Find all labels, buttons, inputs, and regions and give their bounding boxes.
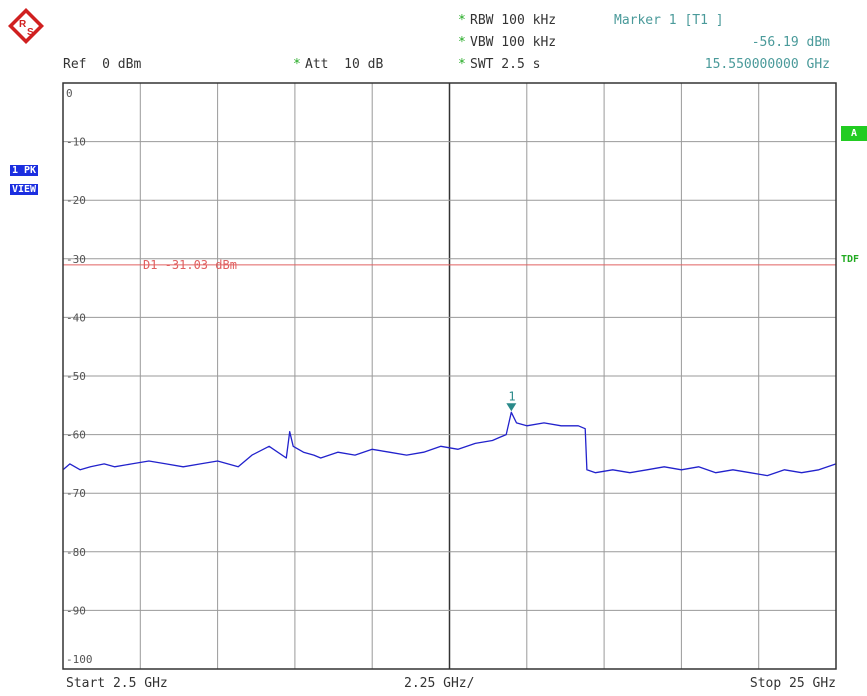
trace-1 bbox=[62, 411, 837, 477]
display-line-label: D1 -31.03 dBm bbox=[143, 258, 237, 272]
screen-a-indicator: A bbox=[841, 126, 867, 141]
y-tick-labels: 0 -10 -20 -30 -40 -50 -60 -70 -80 -90 -100 bbox=[66, 87, 93, 666]
y-tick-label: -90 bbox=[66, 604, 86, 617]
marker-triangle bbox=[506, 403, 517, 412]
y-tick-label: -60 bbox=[66, 429, 86, 442]
marker-title: Marker 1 [T1 ] bbox=[614, 13, 724, 28]
marker-frequency: 15.550000000 GHz bbox=[704, 57, 830, 72]
start-frequency: Start 2.5 GHz bbox=[66, 676, 168, 691]
vbw-star-icon: * bbox=[458, 35, 466, 50]
swt-label: SWT 2.5 s bbox=[470, 57, 541, 72]
y-tick-label: -30 bbox=[66, 253, 86, 266]
plot-frame bbox=[62, 82, 837, 670]
tdf-indicator: TDF bbox=[841, 254, 860, 265]
marker-1: 1 bbox=[506, 389, 517, 412]
att-label: Att 10 dB bbox=[305, 57, 384, 72]
ref-level-label: Ref 0 dBm bbox=[63, 57, 142, 72]
rbw-label: RBW 100 kHz bbox=[470, 13, 557, 28]
rbw-star-icon: * bbox=[458, 13, 466, 28]
stop-frequency: Stop 25 GHz bbox=[749, 676, 836, 691]
y-tick-label: -100 bbox=[66, 653, 93, 666]
y-tick-label: -70 bbox=[66, 487, 86, 500]
y-tick-label: -40 bbox=[66, 311, 86, 324]
svg-text:S: S bbox=[27, 27, 34, 38]
vbw-label: VBW 100 kHz bbox=[470, 35, 557, 50]
y-tick-label: -20 bbox=[66, 194, 86, 207]
display-line: D1 -31.03 dBm bbox=[63, 258, 836, 272]
trace-mode-badge: 1 PK bbox=[10, 165, 39, 176]
y-tick-label: -80 bbox=[66, 546, 86, 559]
plot-grid bbox=[63, 83, 836, 669]
att-star-icon: * bbox=[293, 57, 301, 72]
view-badge: VIEW bbox=[10, 184, 39, 195]
marker-label: 1 bbox=[508, 389, 515, 403]
y-tick-label: -50 bbox=[66, 370, 86, 383]
swt-star-icon: * bbox=[458, 57, 466, 72]
rohde-schwarz-logo: R S bbox=[8, 8, 44, 44]
span-per-division: 2.25 GHz/ bbox=[404, 676, 475, 691]
trace-line bbox=[62, 411, 837, 477]
y-tick-label: 0 bbox=[66, 87, 73, 100]
svg-text:R: R bbox=[19, 19, 27, 30]
y-tick-label: -10 bbox=[66, 136, 86, 149]
marker-level: -56.19 dBm bbox=[751, 35, 830, 50]
